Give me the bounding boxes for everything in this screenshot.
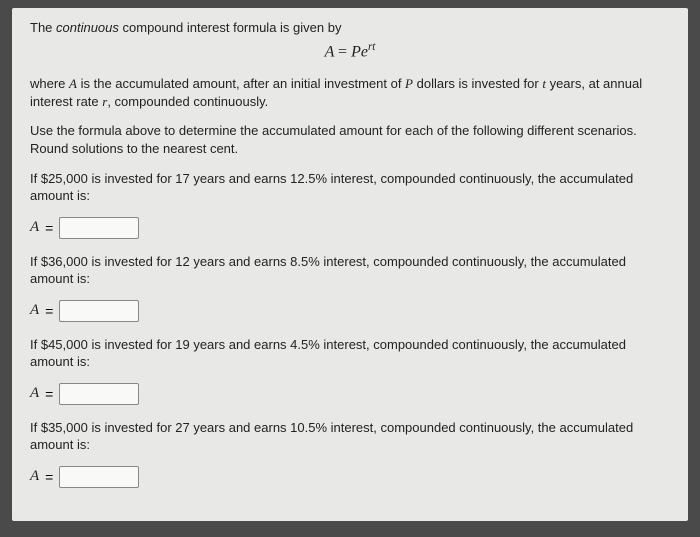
intro-suffix: compound interest formula is given by bbox=[119, 20, 342, 35]
answer-label-3: A bbox=[30, 385, 39, 402]
where-p3: dollars is invested for bbox=[413, 76, 542, 91]
question-1: If $25,000 is invested for 17 years and … bbox=[30, 170, 670, 205]
instructions: Use the formula above to determine the a… bbox=[30, 122, 670, 157]
where-p2: is the accumulated amount, after an init… bbox=[77, 76, 405, 91]
where-p5: , compounded continuously. bbox=[107, 94, 268, 109]
question-3: If $45,000 is invested for 19 years and … bbox=[30, 336, 670, 371]
answer-eq-4: = bbox=[45, 469, 53, 485]
answer-row-2: A = bbox=[30, 300, 670, 322]
var-A: A bbox=[69, 76, 77, 91]
answer-input-2[interactable] bbox=[59, 300, 139, 322]
question-4: If $35,000 is invested for 27 years and … bbox=[30, 419, 670, 454]
formula-eq: = bbox=[338, 43, 347, 60]
formula-lhs: A bbox=[325, 43, 334, 60]
where-block: where A is the accumulated amount, after… bbox=[30, 75, 670, 110]
var-P: P bbox=[405, 76, 413, 91]
formula-base: Pe bbox=[351, 43, 368, 60]
answer-eq-2: = bbox=[45, 303, 53, 319]
formula-expo: rt bbox=[368, 41, 375, 53]
intro-line: The continuous compound interest formula… bbox=[30, 20, 670, 35]
answer-row-4: A = bbox=[30, 466, 670, 488]
question-2: If $36,000 is invested for 12 years and … bbox=[30, 253, 670, 288]
answer-row-1: A = bbox=[30, 217, 670, 239]
answer-input-3[interactable] bbox=[59, 383, 139, 405]
formula: A = Pert bbox=[30, 41, 670, 61]
worksheet-page: The continuous compound interest formula… bbox=[12, 8, 688, 521]
answer-input-1[interactable] bbox=[59, 217, 139, 239]
answer-label-4: A bbox=[30, 468, 39, 485]
intro-prefix: The bbox=[30, 20, 56, 35]
answer-eq-3: = bbox=[45, 386, 53, 402]
answer-label-1: A bbox=[30, 219, 39, 236]
where-p1: where bbox=[30, 76, 69, 91]
intro-emph: continuous bbox=[56, 20, 119, 35]
answer-row-3: A = bbox=[30, 383, 670, 405]
answer-label-2: A bbox=[30, 302, 39, 319]
answer-input-4[interactable] bbox=[59, 466, 139, 488]
answer-eq-1: = bbox=[45, 220, 53, 236]
